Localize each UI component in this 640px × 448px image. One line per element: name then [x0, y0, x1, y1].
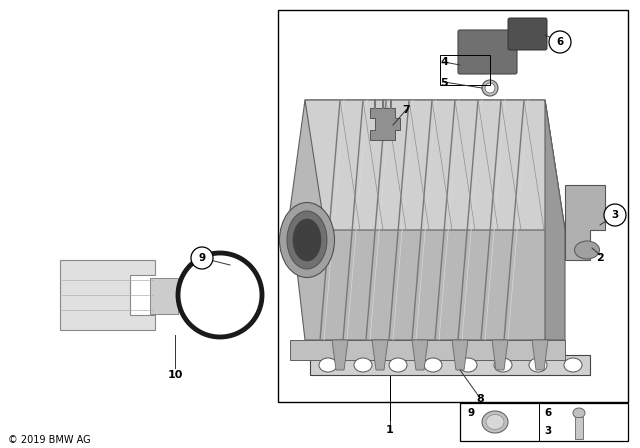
- Polygon shape: [412, 340, 428, 370]
- Text: 4: 4: [440, 57, 448, 67]
- Text: 5: 5: [440, 78, 448, 88]
- Ellipse shape: [529, 358, 547, 372]
- Ellipse shape: [573, 408, 585, 418]
- Polygon shape: [532, 340, 548, 370]
- Polygon shape: [492, 340, 508, 370]
- Polygon shape: [372, 340, 388, 370]
- Text: 9: 9: [198, 253, 205, 263]
- Polygon shape: [290, 100, 565, 340]
- Circle shape: [191, 247, 213, 269]
- Bar: [150, 278, 178, 314]
- Polygon shape: [305, 100, 565, 230]
- Ellipse shape: [564, 358, 582, 372]
- Ellipse shape: [494, 358, 512, 372]
- Circle shape: [549, 31, 571, 53]
- Text: 6: 6: [556, 37, 564, 47]
- Text: 2: 2: [596, 253, 604, 263]
- Circle shape: [604, 204, 626, 226]
- Bar: [278, 10, 628, 402]
- Text: 3: 3: [544, 426, 551, 436]
- Text: 7: 7: [402, 105, 410, 115]
- Ellipse shape: [459, 358, 477, 372]
- Polygon shape: [290, 340, 565, 360]
- Ellipse shape: [293, 219, 321, 261]
- Circle shape: [485, 83, 495, 93]
- Polygon shape: [60, 260, 155, 330]
- Ellipse shape: [354, 358, 372, 372]
- Circle shape: [482, 80, 498, 96]
- Text: 3: 3: [611, 210, 619, 220]
- Polygon shape: [565, 185, 605, 260]
- Ellipse shape: [319, 358, 337, 372]
- Text: 1: 1: [386, 425, 394, 435]
- Polygon shape: [370, 108, 400, 140]
- Ellipse shape: [486, 414, 504, 430]
- FancyBboxPatch shape: [508, 18, 547, 50]
- Ellipse shape: [389, 358, 407, 372]
- Polygon shape: [452, 340, 468, 370]
- Text: © 2019 BMW AG: © 2019 BMW AG: [8, 435, 91, 445]
- Polygon shape: [545, 100, 565, 340]
- Ellipse shape: [424, 358, 442, 372]
- Bar: [575, 417, 583, 439]
- Polygon shape: [332, 340, 348, 370]
- Text: 10: 10: [167, 370, 182, 380]
- Ellipse shape: [482, 411, 508, 433]
- Ellipse shape: [280, 202, 335, 277]
- Ellipse shape: [287, 211, 327, 269]
- Text: 6: 6: [544, 408, 551, 418]
- Bar: [440, 55, 490, 85]
- Text: 8: 8: [476, 394, 484, 404]
- Ellipse shape: [575, 241, 600, 259]
- Bar: [460, 403, 628, 441]
- FancyBboxPatch shape: [458, 30, 517, 74]
- Polygon shape: [310, 355, 590, 375]
- Text: 9: 9: [467, 408, 474, 418]
